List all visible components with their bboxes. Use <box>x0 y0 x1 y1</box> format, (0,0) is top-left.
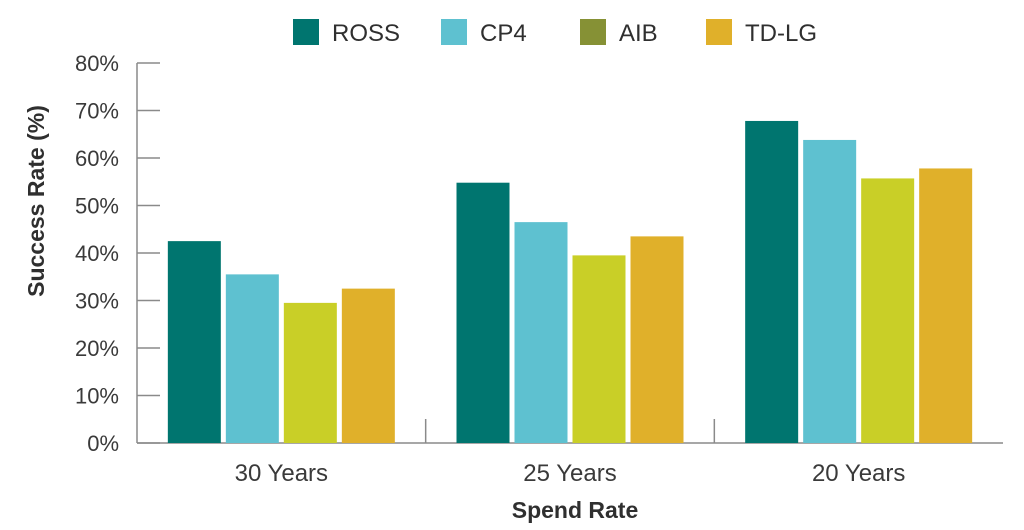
bar-cp4 <box>225 274 279 443</box>
y-axis-title: Success Rate (%) <box>23 105 49 297</box>
legend-label: AIB <box>619 20 658 47</box>
bar-aib <box>572 255 626 443</box>
y-tick-label: 40% <box>75 241 119 266</box>
bar-cp4 <box>514 222 568 443</box>
legend-swatch-ross <box>293 19 319 45</box>
legend-label: TD-LG <box>745 20 817 47</box>
legend-label: ROSS <box>332 20 400 47</box>
x-category-label: 20 Years <box>812 460 905 487</box>
bar-ross <box>167 241 221 443</box>
legend-label: CP4 <box>480 20 527 47</box>
y-tick-label: 10% <box>75 384 119 409</box>
legend-swatch-cp4 <box>441 19 467 45</box>
bar-aib <box>861 178 915 444</box>
y-axis: 0% 10% 20% 30% 40% 50% 60% 70% 80% <box>75 51 160 456</box>
bar-aib <box>283 302 337 443</box>
y-tick-label: 0% <box>87 431 119 456</box>
x-category-label: 30 Years <box>235 460 328 487</box>
bar-ross <box>456 182 510 443</box>
x-category-label: 25 Years <box>523 460 616 487</box>
legend: ROSS CP4 AIB TD-LG <box>293 19 817 47</box>
y-tick-label: 20% <box>75 336 119 361</box>
x-axis: 30 Years 25 Years 20 Years <box>137 419 1003 487</box>
y-tick-label: 70% <box>75 99 119 124</box>
legend-swatch-aib <box>580 19 606 45</box>
bar-ross <box>745 120 799 443</box>
y-tick-label: 80% <box>75 51 119 76</box>
bar-td-lg <box>341 288 395 443</box>
bar-cp4 <box>803 139 857 443</box>
y-tick-label: 30% <box>75 289 119 314</box>
bars <box>167 120 973 444</box>
y-tick-label: 60% <box>75 146 119 171</box>
legend-swatch-td-lg <box>706 19 732 45</box>
bar-td-lg <box>919 168 973 443</box>
bar-td-lg <box>630 236 684 443</box>
y-tick-label: 50% <box>75 194 119 219</box>
x-axis-title: Spend Rate <box>512 497 639 523</box>
